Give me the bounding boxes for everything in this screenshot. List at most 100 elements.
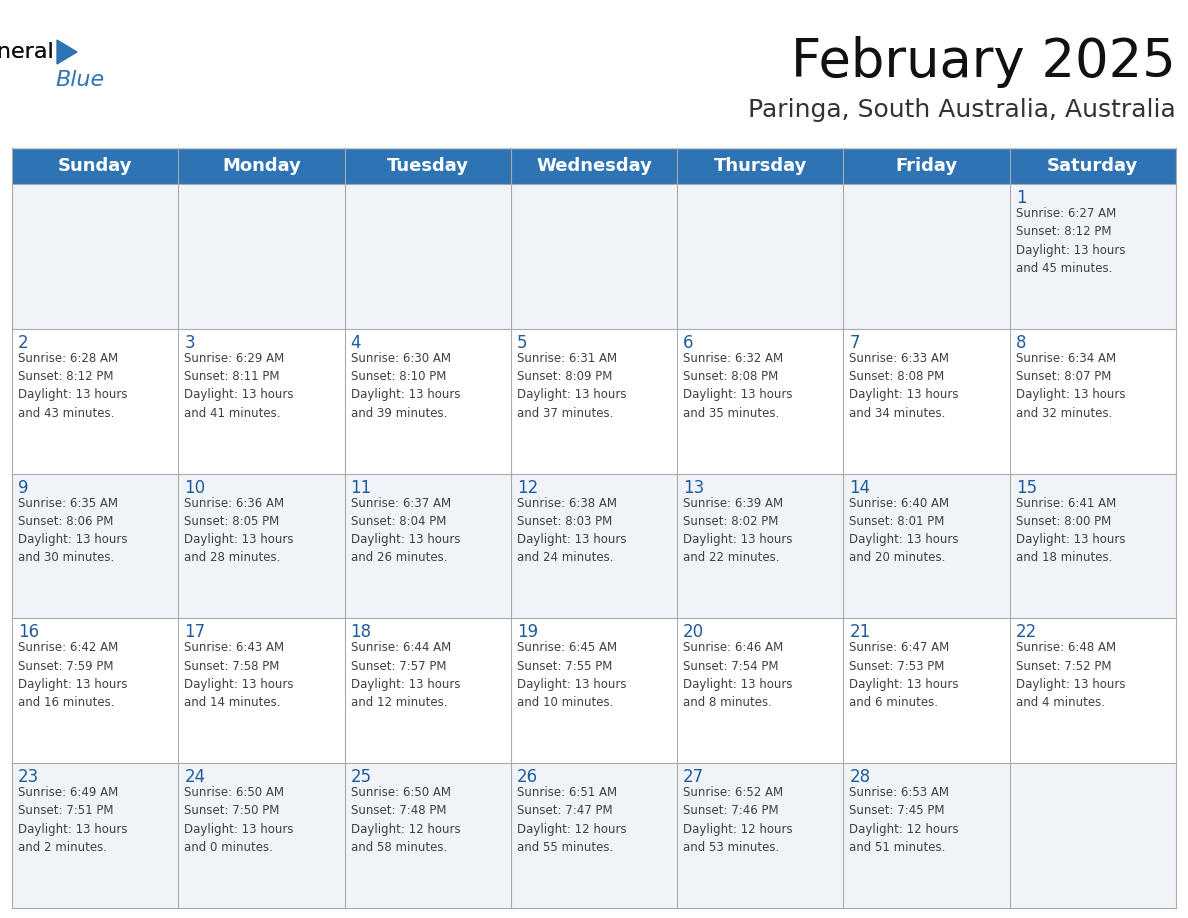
Text: Blue: Blue: [55, 70, 105, 90]
Text: Sunset: 7:46 PM: Sunset: 7:46 PM: [683, 804, 779, 818]
Text: Paringa, South Australia, Australia: Paringa, South Australia, Australia: [748, 98, 1176, 122]
Text: Sunset: 8:08 PM: Sunset: 8:08 PM: [683, 370, 778, 383]
Bar: [12, 148, 1176, 184]
Text: Daylight: 13 hours: Daylight: 13 hours: [184, 388, 293, 401]
Text: Sunset: 7:47 PM: Sunset: 7:47 PM: [517, 804, 613, 818]
Text: Daylight: 13 hours: Daylight: 13 hours: [849, 533, 959, 546]
Text: Sunset: 7:51 PM: Sunset: 7:51 PM: [18, 804, 114, 818]
Text: and 55 minutes.: and 55 minutes.: [517, 841, 613, 854]
Text: Monday: Monday: [222, 157, 301, 175]
Text: Sunset: 7:53 PM: Sunset: 7:53 PM: [849, 660, 944, 673]
Text: Daylight: 13 hours: Daylight: 13 hours: [1016, 388, 1125, 401]
Text: Sunset: 8:04 PM: Sunset: 8:04 PM: [350, 515, 446, 528]
Text: Daylight: 13 hours: Daylight: 13 hours: [517, 678, 626, 691]
Text: Sunrise: 6:31 AM: Sunrise: 6:31 AM: [517, 352, 617, 364]
Text: 26: 26: [517, 768, 538, 786]
Polygon shape: [57, 40, 77, 64]
Text: and 58 minutes.: and 58 minutes.: [350, 841, 447, 854]
Text: 6: 6: [683, 334, 694, 352]
Text: Sunrise: 6:30 AM: Sunrise: 6:30 AM: [350, 352, 450, 364]
Text: Daylight: 13 hours: Daylight: 13 hours: [683, 533, 792, 546]
Text: Sunrise: 6:46 AM: Sunrise: 6:46 AM: [683, 642, 783, 655]
Text: 8: 8: [1016, 334, 1026, 352]
Text: Sunset: 8:08 PM: Sunset: 8:08 PM: [849, 370, 944, 383]
Text: Sunset: 8:06 PM: Sunset: 8:06 PM: [18, 515, 113, 528]
Text: Sunrise: 6:45 AM: Sunrise: 6:45 AM: [517, 642, 617, 655]
Text: and 30 minutes.: and 30 minutes.: [18, 552, 114, 565]
Bar: [12, 619, 1176, 763]
Text: 4: 4: [350, 334, 361, 352]
Bar: [12, 184, 1176, 329]
Text: Sunset: 7:55 PM: Sunset: 7:55 PM: [517, 660, 612, 673]
Text: and 2 minutes.: and 2 minutes.: [18, 841, 107, 854]
Text: Sunrise: 6:47 AM: Sunrise: 6:47 AM: [849, 642, 949, 655]
Text: Friday: Friday: [896, 157, 958, 175]
Text: and 34 minutes.: and 34 minutes.: [849, 407, 946, 420]
Text: 23: 23: [18, 768, 39, 786]
Text: Sunset: 7:45 PM: Sunset: 7:45 PM: [849, 804, 944, 818]
Text: and 37 minutes.: and 37 minutes.: [517, 407, 613, 420]
Text: Daylight: 13 hours: Daylight: 13 hours: [18, 533, 127, 546]
Text: 20: 20: [683, 623, 704, 642]
Text: and 4 minutes.: and 4 minutes.: [1016, 696, 1105, 710]
Text: and 16 minutes.: and 16 minutes.: [18, 696, 114, 710]
Text: Daylight: 13 hours: Daylight: 13 hours: [683, 678, 792, 691]
Text: Sunrise: 6:40 AM: Sunrise: 6:40 AM: [849, 497, 949, 509]
Text: and 51 minutes.: and 51 minutes.: [849, 841, 946, 854]
Text: Thursday: Thursday: [714, 157, 807, 175]
Text: 9: 9: [18, 478, 29, 497]
Text: Sunset: 7:57 PM: Sunset: 7:57 PM: [350, 660, 446, 673]
Text: and 14 minutes.: and 14 minutes.: [184, 696, 280, 710]
Text: General: General: [0, 42, 55, 62]
Text: Sunset: 8:12 PM: Sunset: 8:12 PM: [1016, 225, 1111, 239]
Text: Sunrise: 6:37 AM: Sunrise: 6:37 AM: [350, 497, 450, 509]
Text: Sunset: 8:12 PM: Sunset: 8:12 PM: [18, 370, 114, 383]
Text: Daylight: 13 hours: Daylight: 13 hours: [350, 388, 460, 401]
Text: Sunrise: 6:32 AM: Sunrise: 6:32 AM: [683, 352, 783, 364]
Text: and 22 minutes.: and 22 minutes.: [683, 552, 779, 565]
Text: Sunset: 8:01 PM: Sunset: 8:01 PM: [849, 515, 944, 528]
Text: Sunrise: 6:33 AM: Sunrise: 6:33 AM: [849, 352, 949, 364]
Text: and 12 minutes.: and 12 minutes.: [350, 696, 447, 710]
Text: Daylight: 13 hours: Daylight: 13 hours: [184, 533, 293, 546]
Text: 18: 18: [350, 623, 372, 642]
Text: and 53 minutes.: and 53 minutes.: [683, 841, 779, 854]
Text: Sunset: 8:00 PM: Sunset: 8:00 PM: [1016, 515, 1111, 528]
Text: and 39 minutes.: and 39 minutes.: [350, 407, 447, 420]
Text: 16: 16: [18, 623, 39, 642]
Text: Daylight: 13 hours: Daylight: 13 hours: [184, 678, 293, 691]
Text: 21: 21: [849, 623, 871, 642]
Text: Daylight: 13 hours: Daylight: 13 hours: [1016, 678, 1125, 691]
Text: 19: 19: [517, 623, 538, 642]
Text: Wednesday: Wednesday: [536, 157, 652, 175]
Text: Sunrise: 6:52 AM: Sunrise: 6:52 AM: [683, 786, 783, 800]
Bar: [12, 763, 1176, 908]
Text: General: General: [0, 42, 55, 62]
Text: Sunrise: 6:41 AM: Sunrise: 6:41 AM: [1016, 497, 1116, 509]
Text: 5: 5: [517, 334, 527, 352]
Text: Daylight: 13 hours: Daylight: 13 hours: [1016, 533, 1125, 546]
Text: 7: 7: [849, 334, 860, 352]
Text: Daylight: 13 hours: Daylight: 13 hours: [517, 388, 626, 401]
Text: Sunset: 8:10 PM: Sunset: 8:10 PM: [350, 370, 446, 383]
Text: Sunrise: 6:35 AM: Sunrise: 6:35 AM: [18, 497, 118, 509]
Text: Daylight: 13 hours: Daylight: 13 hours: [849, 388, 959, 401]
Text: and 28 minutes.: and 28 minutes.: [184, 552, 280, 565]
Text: and 20 minutes.: and 20 minutes.: [849, 552, 946, 565]
Text: Sunrise: 6:44 AM: Sunrise: 6:44 AM: [350, 642, 450, 655]
Text: 2: 2: [18, 334, 29, 352]
Text: and 10 minutes.: and 10 minutes.: [517, 696, 613, 710]
Bar: [12, 474, 1176, 619]
Text: 27: 27: [683, 768, 704, 786]
Text: Daylight: 12 hours: Daylight: 12 hours: [517, 823, 626, 835]
Text: Sunrise: 6:28 AM: Sunrise: 6:28 AM: [18, 352, 118, 364]
Text: and 0 minutes.: and 0 minutes.: [184, 841, 273, 854]
Text: 1: 1: [1016, 189, 1026, 207]
Text: 22: 22: [1016, 623, 1037, 642]
Text: Daylight: 13 hours: Daylight: 13 hours: [18, 678, 127, 691]
Text: 11: 11: [350, 478, 372, 497]
Text: and 6 minutes.: and 6 minutes.: [849, 696, 939, 710]
Text: Sunrise: 6:36 AM: Sunrise: 6:36 AM: [184, 497, 284, 509]
Text: Daylight: 13 hours: Daylight: 13 hours: [517, 533, 626, 546]
Text: Sunrise: 6:34 AM: Sunrise: 6:34 AM: [1016, 352, 1116, 364]
